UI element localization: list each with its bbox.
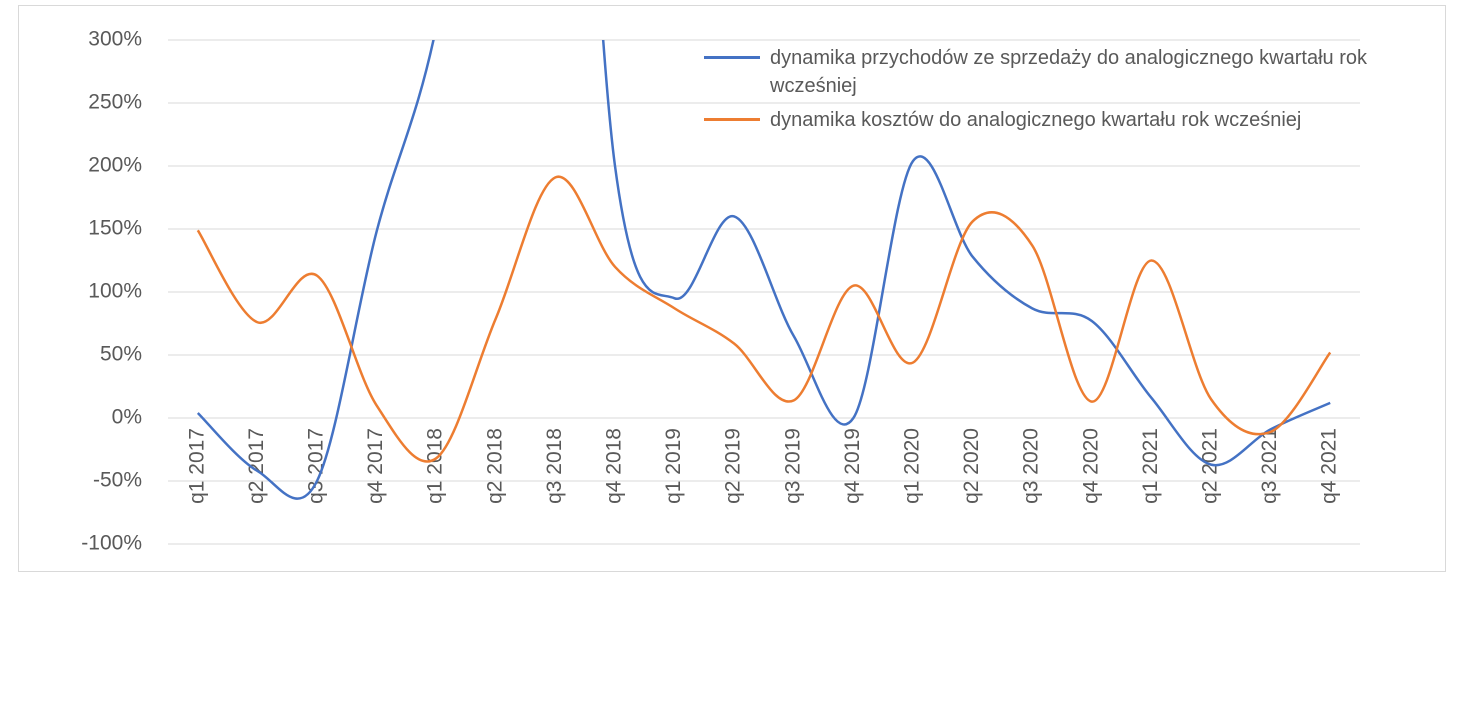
x-tick-label: q4 2019 (841, 428, 864, 504)
y-tick-label: 150% (88, 217, 142, 240)
x-tick-label: q3 2021 (1258, 428, 1281, 504)
legend-swatch (704, 56, 760, 59)
chart-border (18, 5, 1446, 572)
y-tick-label: -100% (81, 532, 142, 555)
x-tick-label: q3 2018 (543, 428, 566, 504)
x-tick-label: q2 2019 (722, 428, 745, 504)
x-tick-label: q4 2018 (603, 428, 626, 504)
x-tick-label: q3 2020 (1020, 428, 1043, 504)
x-tick-label: q2 2017 (245, 428, 268, 504)
legend-item: dynamika przychodów ze sprzedaży do anal… (704, 44, 1404, 100)
x-tick-label: q4 2017 (364, 428, 387, 504)
x-tick-label: q4 2020 (1079, 428, 1102, 504)
x-tick-label: q2 2020 (960, 428, 983, 504)
y-tick-label: 200% (88, 154, 142, 177)
x-tick-label: q1 2021 (1139, 428, 1162, 504)
y-tick-label: -50% (93, 469, 142, 492)
x-tick-label: q2 2018 (483, 428, 506, 504)
x-tick-label: q1 2019 (662, 428, 685, 504)
x-tick-label: q3 2017 (305, 428, 328, 504)
legend-label: dynamika przychodów ze sprzedaży do anal… (770, 47, 1367, 97)
x-tick-label: q3 2019 (781, 428, 804, 504)
x-tick-label: q4 2021 (1318, 428, 1341, 504)
x-tick-label: q1 2018 (424, 428, 447, 504)
series-line (196, 175, 1332, 463)
legend-item: dynamika kosztów do analogicznego kwarta… (704, 106, 1404, 134)
y-tick-label: 250% (88, 91, 142, 114)
legend: dynamika przychodów ze sprzedaży do anal… (704, 44, 1404, 140)
x-tick-label: q2 2021 (1199, 428, 1222, 504)
x-tick-label: q1 2020 (901, 428, 924, 504)
legend-swatch (704, 118, 760, 121)
legend-label: dynamika kosztów do analogicznego kwarta… (770, 109, 1302, 131)
series-line (196, 40, 1331, 500)
y-tick-label: 100% (88, 280, 142, 303)
x-tick-label: q1 2017 (185, 428, 208, 504)
y-tick-label: 50% (100, 343, 142, 366)
y-tick-label: 0% (112, 406, 142, 429)
y-tick-label: 300% (88, 28, 142, 51)
